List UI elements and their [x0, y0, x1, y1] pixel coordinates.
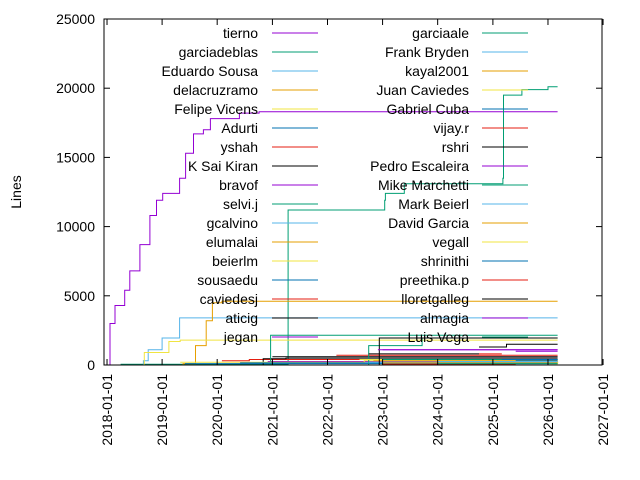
- legend-entry: Eduardo Sousa: [161, 63, 318, 79]
- legend-label: jegan: [223, 329, 258, 345]
- x-tick-label: 2023-01-01: [375, 374, 391, 446]
- legend-label: vegall: [432, 234, 469, 250]
- legend-entry: sousaedu: [197, 272, 318, 288]
- y-tick-label: 15000: [56, 149, 95, 165]
- legend-label: lloretgalleg: [401, 291, 469, 307]
- legend-entry: garciadeblas: [179, 44, 318, 60]
- x-tick-label: 2018-01-01: [99, 374, 115, 446]
- legend-label: Pedro Escaleira: [370, 158, 469, 174]
- legend-entry: Frank Bryden: [385, 44, 528, 60]
- x-tick-label: 2027-01-01: [595, 374, 611, 446]
- legend-label: Mike Marchetti: [378, 177, 469, 193]
- legend-label: David Garcia: [388, 215, 469, 231]
- y-tick-label: 10000: [56, 219, 95, 235]
- legend-entry: delacruzramo: [173, 82, 318, 98]
- series-line-delacruzramo: [179, 300, 558, 366]
- legend-entry: Felipe Vicens: [174, 101, 318, 117]
- legend-label: garciaale: [412, 25, 469, 41]
- legend-entry: bravof: [219, 177, 318, 193]
- legend-entry: Adurti: [221, 120, 318, 136]
- legend-label: gcalvino: [207, 215, 259, 231]
- legend-entry: shrinithi: [421, 253, 528, 269]
- y-tick-label: 25000: [56, 11, 95, 27]
- x-tick-label: 2021-01-01: [264, 374, 280, 446]
- legend-entry: Mark Beierl: [398, 196, 528, 212]
- legend-entry: elumalai: [206, 234, 318, 250]
- legend-entry: almagia: [420, 310, 528, 326]
- y-tick-label: 0: [87, 357, 95, 373]
- legend-entry: Gabriel Cuba: [387, 101, 528, 117]
- legend-entry: lloretgalleg: [401, 291, 528, 307]
- legend-label: tierno: [223, 25, 258, 41]
- legend-label: elumalai: [206, 234, 258, 250]
- legend-label: aticig: [225, 310, 258, 326]
- legend-entry: caviedesj: [200, 291, 318, 307]
- legend-entry: Mike Marchetti: [378, 177, 528, 193]
- x-tick-label: 2019-01-01: [154, 374, 170, 446]
- legend-label: rshri: [442, 139, 469, 155]
- legend-label: bravof: [219, 177, 258, 193]
- legend-entry: K Sai Kiran: [188, 158, 318, 174]
- x-tick-label: 2025-01-01: [485, 374, 501, 446]
- axes-layer: 0 5000 10000 15000 20000 25000 2018-01-01 2019-…: [56, 11, 611, 446]
- legend-label: selvi.j: [223, 196, 258, 212]
- legend-label: Luis Vega: [408, 329, 470, 345]
- x-tick-label: 2020-01-01: [209, 374, 225, 446]
- legend-entry: selvi.j: [223, 196, 318, 212]
- x-tick-label: 2024-01-01: [430, 374, 446, 446]
- legend-entry: vegall: [432, 234, 528, 250]
- x-tick-label: 2026-01-01: [540, 374, 556, 446]
- legend-label: caviedesj: [200, 291, 258, 307]
- legend-entry: preethika.p: [400, 272, 528, 288]
- legend-entry: garciaale: [412, 25, 528, 41]
- legend-entry: aticig: [225, 310, 318, 326]
- legend-label: almagia: [420, 310, 469, 326]
- legend-entry: Juan Caviedes: [376, 82, 528, 98]
- legend-entry: David Garcia: [388, 215, 528, 231]
- legend-label: yshah: [221, 139, 258, 155]
- legend-entry: jegan: [223, 329, 318, 345]
- legend-label: Eduardo Sousa: [161, 63, 258, 79]
- legend-entry: vijay.r: [433, 120, 528, 136]
- series-line-felipe-vicens: [143, 339, 558, 366]
- legend-label: shrinithi: [421, 253, 469, 269]
- legend: tierno garciadeblas Eduardo Sousa delacruzr…: [161, 25, 528, 345]
- legend-entry: gcalvino: [207, 215, 318, 231]
- legend-label: Felipe Vicens: [174, 101, 258, 117]
- legend-label: Adurti: [221, 120, 258, 136]
- x-tick-label: 2022-01-01: [319, 374, 335, 446]
- legend-label: sousaedu: [197, 272, 258, 288]
- plot-border: [103, 18, 603, 366]
- legend-entry: Pedro Escaleira: [370, 158, 528, 174]
- legend-entry: yshah: [221, 139, 318, 155]
- legend-label: vijay.r: [433, 120, 469, 136]
- series-layer: [109, 86, 559, 366]
- legend-label: kayal2001: [405, 63, 469, 79]
- legend-label: Mark Beierl: [398, 196, 469, 212]
- legend-label: garciadeblas: [179, 44, 258, 60]
- legend-entry: tierno: [223, 25, 318, 41]
- legend-label: Gabriel Cuba: [387, 101, 470, 117]
- series-line-eduardo-sousa: [136, 317, 558, 366]
- legend-label: preethika.p: [400, 272, 469, 288]
- y-tick-label: 20000: [56, 80, 95, 96]
- legend-label: Frank Bryden: [385, 44, 469, 60]
- series-line-tierno: [109, 111, 558, 366]
- legend-entry: rshri: [442, 139, 528, 155]
- y-axis-label: Lines: [8, 175, 24, 208]
- legend-label: K Sai Kiran: [188, 158, 258, 174]
- legend-entry: kayal2001: [405, 63, 528, 79]
- legend-label: beierlm: [212, 253, 258, 269]
- legend-entry: beierlm: [212, 253, 318, 269]
- legend-label: Juan Caviedes: [376, 82, 469, 98]
- y-tick-label: 5000: [64, 288, 95, 304]
- legend-label: delacruzramo: [173, 82, 258, 98]
- legend-entry: Luis Vega: [408, 329, 528, 345]
